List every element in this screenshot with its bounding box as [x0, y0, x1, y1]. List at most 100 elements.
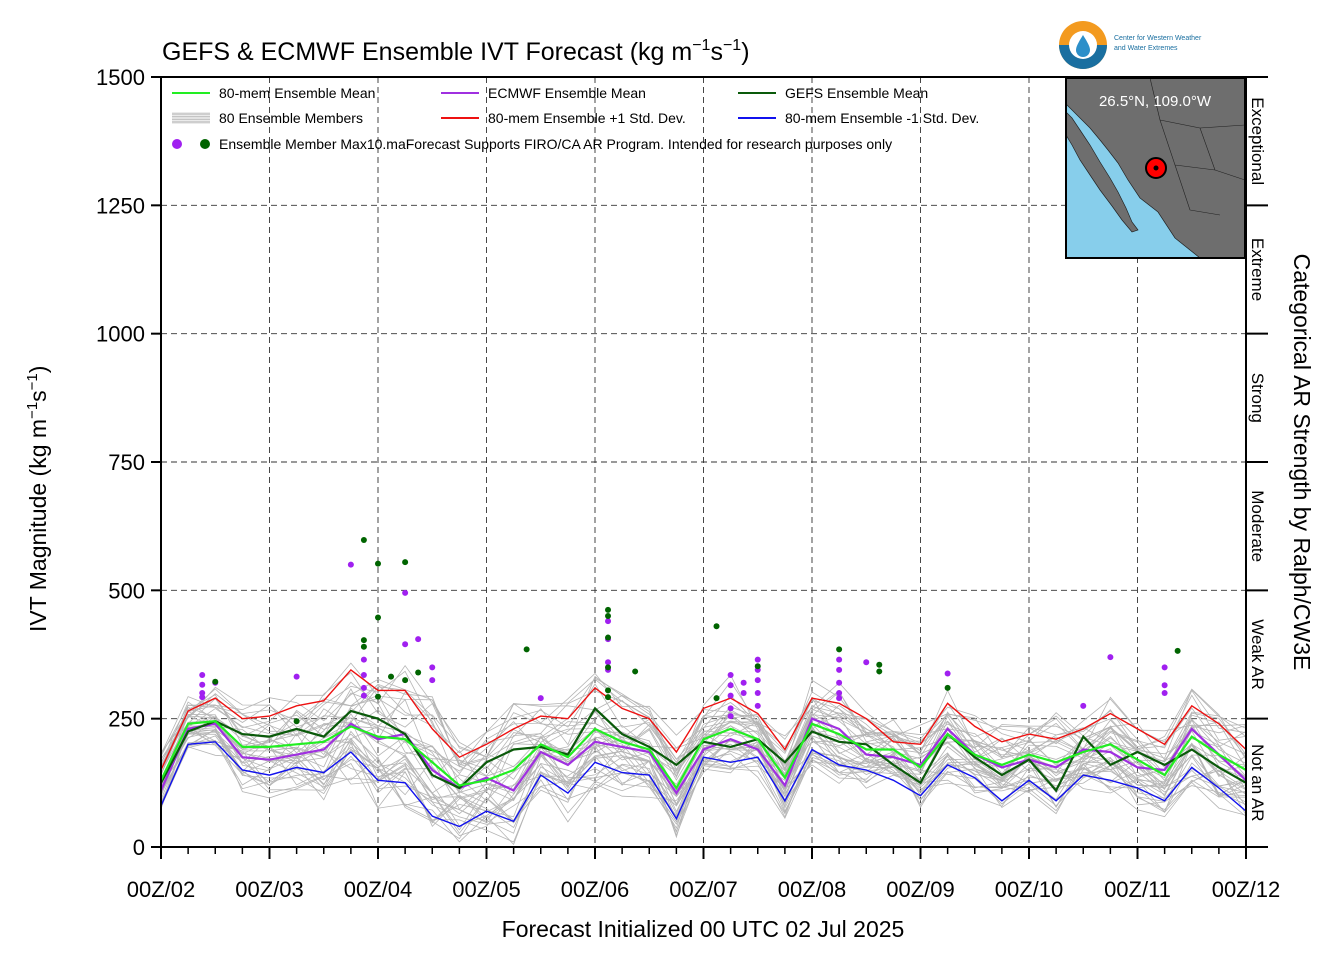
legend-ecmwf-point — [172, 139, 182, 149]
grid-lines — [161, 77, 1246, 847]
gefs-max-point-4 — [360, 643, 367, 650]
ecmwf-max-point-10 — [360, 692, 367, 699]
ecmwf-max-point-40 — [1080, 702, 1087, 709]
legend-label-4: 80-mem Ensemble +1 Std. Dev. — [488, 110, 686, 126]
ecmwf-max-point-1 — [199, 681, 206, 688]
ensemble-member-line-10 — [160, 662, 1247, 771]
ensemble-member-line-28 — [160, 707, 1247, 813]
cw3e-logo: Center for Western Weather and Water Ext… — [1059, 21, 1202, 69]
ecmwf-max-point-33 — [836, 656, 843, 663]
legend-label-0: 80-mem Ensemble Mean — [219, 85, 375, 101]
category-label-2: Moderate — [1248, 490, 1267, 562]
legend: 80-mem Ensemble Mean ECMWF Ensemble Mean G… — [172, 85, 979, 152]
ecmwf-max-point-44 — [1161, 690, 1168, 696]
right-category-axis: Not an AR Weak AR Moderate Strong Extreme Exc… — [1246, 76, 1268, 848]
ecmwf-max-point-15 — [429, 677, 436, 684]
ensemble-member-line-30 — [160, 727, 1247, 825]
ecmwf-max-point-14 — [429, 664, 436, 671]
x-tick-label-7: 00Z/09 — [886, 877, 955, 902]
ecmwf-max-point-24 — [727, 705, 734, 712]
gefs-max-point-7 — [375, 693, 381, 700]
logo-text-line1: Center for Western Weather — [1114, 35, 1202, 42]
ecmwf-max-point-28 — [754, 656, 761, 663]
x-tick-label-1: 00Z/03 — [235, 877, 304, 902]
ecmwf-max-point-21 — [727, 672, 734, 679]
series-line-gefs-ensemble-mean — [160, 706, 1247, 793]
x-tick-label-5: 00Z/07 — [669, 877, 738, 902]
x-tick-label-10: 00Z/12 — [1212, 877, 1281, 902]
x-tick-label-4: 00Z/06 — [561, 877, 630, 902]
y-axis-label: IVT Magnitude (kg m−1s−1) — [24, 366, 51, 632]
x-tick-label-0: 00Z/02 — [127, 877, 196, 902]
ecmwf-max-point-32 — [754, 702, 761, 709]
ecmwf-max-point-26 — [740, 679, 747, 686]
category-label-1: Weak AR — [1248, 619, 1267, 690]
y-tick-label-6: 1500 — [96, 65, 145, 90]
series-line-80-mem-ensemble-1-std-dev- — [160, 668, 1247, 771]
category-label-4: Extreme — [1248, 238, 1267, 301]
legend-note: Ensemble Member Max10.maForecast Support… — [219, 136, 892, 152]
gefs-max-point-1 — [293, 718, 300, 725]
ecmwf-max-point-31 — [754, 690, 761, 696]
ecmwf-max-point-41 — [1107, 654, 1114, 661]
y-tick-label-1: 250 — [108, 707, 145, 732]
ecmwf-max-point-35 — [836, 679, 843, 686]
ecmwf-max-point-6 — [347, 561, 354, 568]
gefs-max-point-12 — [523, 646, 530, 653]
legend-label-2: GEFS Ensemble Mean — [785, 85, 928, 101]
ecmwf-max-point-18 — [605, 618, 612, 625]
ecmwf-max-point-23 — [727, 692, 734, 699]
y-tick-label-3: 750 — [108, 450, 145, 475]
ecmwf-max-point-0 — [199, 672, 206, 679]
y-tick-label-5: 1250 — [96, 193, 145, 218]
ecmwf-max-point-37 — [836, 695, 843, 702]
ensemble-member-line-22 — [160, 665, 1247, 771]
gefs-max-point-16 — [605, 664, 612, 671]
ecmwf-max-point-8 — [360, 672, 367, 679]
gefs-max-point-23 — [836, 646, 843, 653]
series-line-80-mem-ensemble-mean — [160, 720, 1247, 791]
ensemble-member-line-24 — [160, 746, 1247, 837]
ensemble-member-line-23 — [160, 698, 1247, 799]
legend-label-5: 80-mem Ensemble -1 Std. Dev. — [785, 110, 979, 126]
x-tick-label-8: 00Z/10 — [995, 877, 1064, 902]
gefs-max-point-18 — [605, 694, 612, 701]
gefs-max-point-3 — [360, 637, 367, 644]
state-borders — [1149, 77, 1246, 216]
legend-label-1: ECMWF Ensemble Mean — [488, 85, 646, 101]
ecmwf-max-point-9 — [360, 684, 367, 691]
ecmwf-max-point-12 — [402, 641, 409, 648]
gefs-max-point-13 — [605, 606, 612, 613]
ensemble-member-line-11 — [160, 728, 1247, 846]
y-tick-label-4: 1000 — [96, 322, 145, 347]
ecmwf-max-point-3 — [199, 694, 206, 701]
gefs-max-point-26 — [944, 684, 951, 691]
chart-title: GEFS & ECMWF Ensemble IVT Forecast (kg m… — [162, 37, 750, 66]
ensemble-member-line-35 — [160, 689, 1247, 765]
location-label: 26.5°N, 109.0°W — [1099, 93, 1212, 110]
series-lines — [159, 668, 1247, 828]
ecmwf-max-point-27 — [740, 690, 747, 696]
ensemble-member-line-37 — [160, 730, 1247, 813]
y-tick-label-2: 500 — [108, 578, 145, 603]
series-line-80-mem-ensemble-1-std-dev- — [160, 741, 1247, 828]
ecmwf-max-point-43 — [1161, 682, 1168, 689]
gefs-max-point-20 — [713, 623, 720, 630]
ecmwf-max-point-36 — [836, 690, 843, 696]
category-label-0: Not an AR — [1248, 744, 1267, 822]
ensemble-member-line-7 — [160, 697, 1247, 775]
gefs-max-point-2 — [360, 537, 367, 544]
location-inset-map: 26.5°N, 109.0°W — [1065, 77, 1246, 259]
max-points — [199, 537, 1181, 725]
gefs-max-point-19 — [632, 668, 639, 675]
y-axis: 0 250 500 750 1000 1250 1500 — [96, 65, 161, 860]
ecmwf-max-point-13 — [415, 636, 422, 643]
gefs-max-point-0 — [212, 678, 219, 685]
gefs-max-point-5 — [375, 560, 381, 567]
x-tick-label-2: 00Z/04 — [344, 877, 413, 902]
ecmwf-max-point-11 — [402, 589, 409, 596]
ecmwf-max-point-42 — [1161, 664, 1168, 671]
ensemble-member-line-29 — [160, 712, 1247, 815]
gefs-max-point-15 — [605, 634, 612, 641]
